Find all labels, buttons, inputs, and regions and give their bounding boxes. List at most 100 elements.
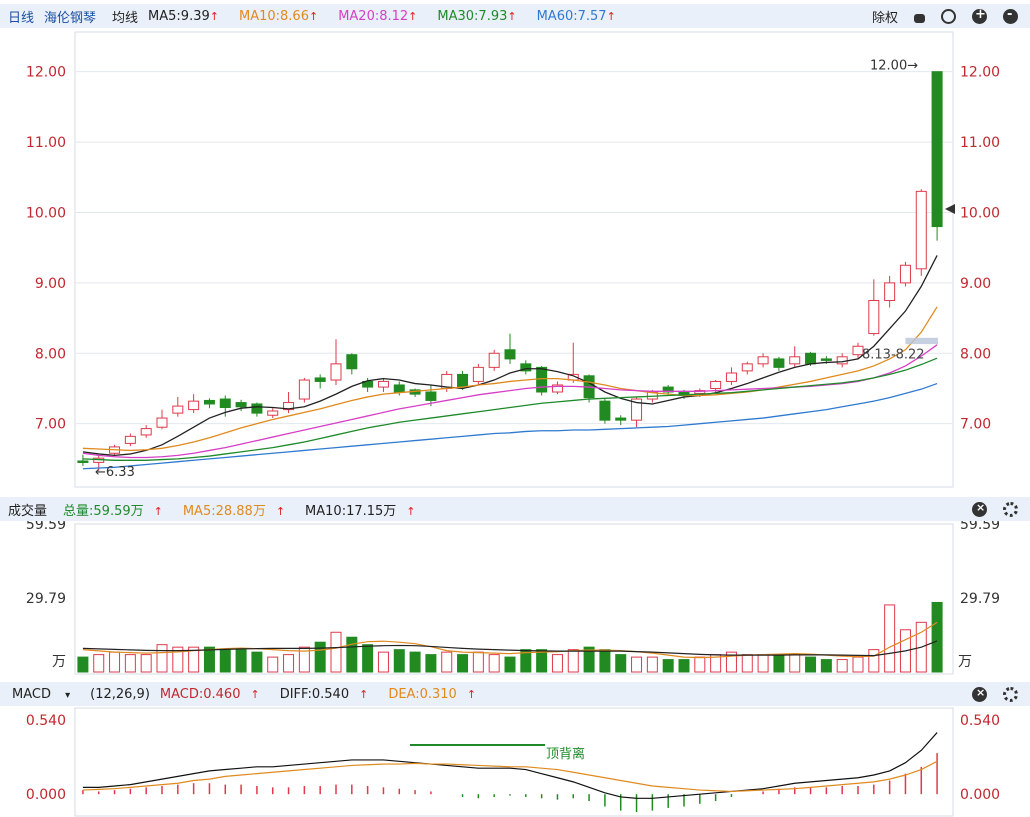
candle-body xyxy=(140,428,152,436)
close-icon[interactable]: × xyxy=(972,501,987,517)
candle-body xyxy=(899,264,911,284)
volume-bar xyxy=(156,644,168,673)
macd-title-text: MACD xyxy=(12,686,51,702)
candle-body xyxy=(710,380,722,389)
ma-legend-item: MA10:8.66↑ xyxy=(238,8,319,24)
up-arrow-icon: ↑ xyxy=(359,687,369,701)
macd-tick-left: 0.540 xyxy=(26,713,66,729)
candle-body xyxy=(931,71,943,228)
y-tick-right: 9.00 xyxy=(960,276,991,292)
volume-bar xyxy=(251,651,263,673)
candle-body xyxy=(346,354,358,370)
candle-body xyxy=(472,366,484,382)
volume-unit-left: 万 xyxy=(52,654,66,670)
volume-ma5-text: MA5:28.88万 xyxy=(182,503,266,519)
volume-ma-line-ma10 xyxy=(82,640,938,657)
y-tick-left: 9.00 xyxy=(35,276,66,292)
candle-body xyxy=(283,402,295,411)
volume-bar xyxy=(314,641,326,673)
volume-ma-line-ma5 xyxy=(82,621,938,659)
y-tick-right: 11.00 xyxy=(960,135,1000,151)
volume-bar xyxy=(773,654,785,673)
y-tick-left: 12.00 xyxy=(26,65,66,81)
macd-line-dea xyxy=(82,760,938,793)
volume-panel xyxy=(74,523,954,675)
volume-tick-right: 29.79 xyxy=(960,591,1000,607)
macd-title[interactable]: MACD ▾ xyxy=(12,687,80,702)
candle-body xyxy=(267,410,279,416)
up-arrow-icon: ↑ xyxy=(308,9,319,23)
up-arrow-icon: ↑ xyxy=(408,9,418,23)
volume-bar xyxy=(646,656,658,673)
candle-body xyxy=(884,282,896,301)
candle-body xyxy=(172,405,184,414)
candle-body xyxy=(536,366,548,393)
macd-params: (12,26,9) xyxy=(90,686,150,702)
gear-icon[interactable] xyxy=(1003,686,1018,702)
candle-body xyxy=(124,435,136,444)
adjust-button[interactable]: 除权 xyxy=(871,10,898,26)
volume-tick-left: 59.59 xyxy=(26,517,66,533)
candle-body xyxy=(773,358,785,368)
candle-body xyxy=(694,390,706,394)
candle-body xyxy=(393,384,405,393)
current-price-marker-icon xyxy=(945,204,955,214)
y-tick-right: 7.00 xyxy=(960,417,991,433)
volume-bar xyxy=(741,654,753,673)
candle-body xyxy=(362,380,374,388)
zoom-in-icon[interactable]: + xyxy=(972,7,987,24)
dea-value-text: DEA:0.310 xyxy=(388,686,457,702)
lock-icon[interactable] xyxy=(914,13,925,23)
volume-bar xyxy=(377,651,389,673)
ma-line-ma30 xyxy=(82,357,938,461)
ma-legend-item: MA5:9.39↑ xyxy=(148,8,219,24)
up-arrow-icon: ↑ xyxy=(466,687,477,701)
volume-bar xyxy=(631,656,643,673)
candle-body xyxy=(251,403,263,414)
candle-body xyxy=(836,356,848,365)
candle-body xyxy=(330,363,342,381)
chevron-down-icon: ▾ xyxy=(65,689,71,701)
volume-bar xyxy=(425,654,437,673)
volume-bar xyxy=(504,656,516,673)
price-range-band xyxy=(905,337,938,345)
close-icon[interactable]: × xyxy=(972,686,987,702)
low-annotation: ←6.33 xyxy=(95,465,135,480)
candle-body xyxy=(852,345,864,356)
volume-unit-right: 万 xyxy=(958,654,972,670)
range-annotation: 8.13-8.22 xyxy=(862,347,925,362)
volume-bar xyxy=(884,604,896,673)
zoom-out-icon[interactable]: - xyxy=(1003,7,1018,24)
volume-bar xyxy=(235,649,247,673)
candle-body xyxy=(457,373,469,388)
candle-body xyxy=(520,363,532,372)
volume-bar xyxy=(124,654,136,673)
ma-label[interactable]: 均线 xyxy=(112,10,139,26)
gear-icon[interactable] xyxy=(1003,501,1018,517)
y-tick-left: 8.00 xyxy=(35,346,66,362)
candle-body xyxy=(662,386,674,393)
volume-bar xyxy=(441,651,453,673)
candle-body xyxy=(599,400,611,421)
high-annotation: 12.00→ xyxy=(870,59,918,74)
volume-bar xyxy=(93,654,105,673)
undo-icon[interactable] xyxy=(941,8,956,24)
ma-legend-item: MA60:7.57↑ xyxy=(536,8,616,24)
up-arrow-icon: ↑ xyxy=(275,504,286,518)
candle-body xyxy=(631,398,643,421)
candle-body xyxy=(915,190,927,270)
volume-bar xyxy=(346,636,358,673)
volume-bar xyxy=(725,651,737,673)
volume-total-text: 总量:59.59万 xyxy=(63,503,144,519)
candle-body xyxy=(203,399,215,405)
candle-body xyxy=(235,402,247,408)
macd-tick-right: 0.000 xyxy=(960,787,1000,803)
volume-bar xyxy=(678,659,690,673)
volume-bar xyxy=(203,646,215,673)
candle-body xyxy=(615,417,627,421)
candle-body xyxy=(156,417,168,428)
period-label[interactable]: 日线 xyxy=(8,10,35,26)
volume-bar xyxy=(109,651,121,673)
volume-bar xyxy=(789,654,801,673)
